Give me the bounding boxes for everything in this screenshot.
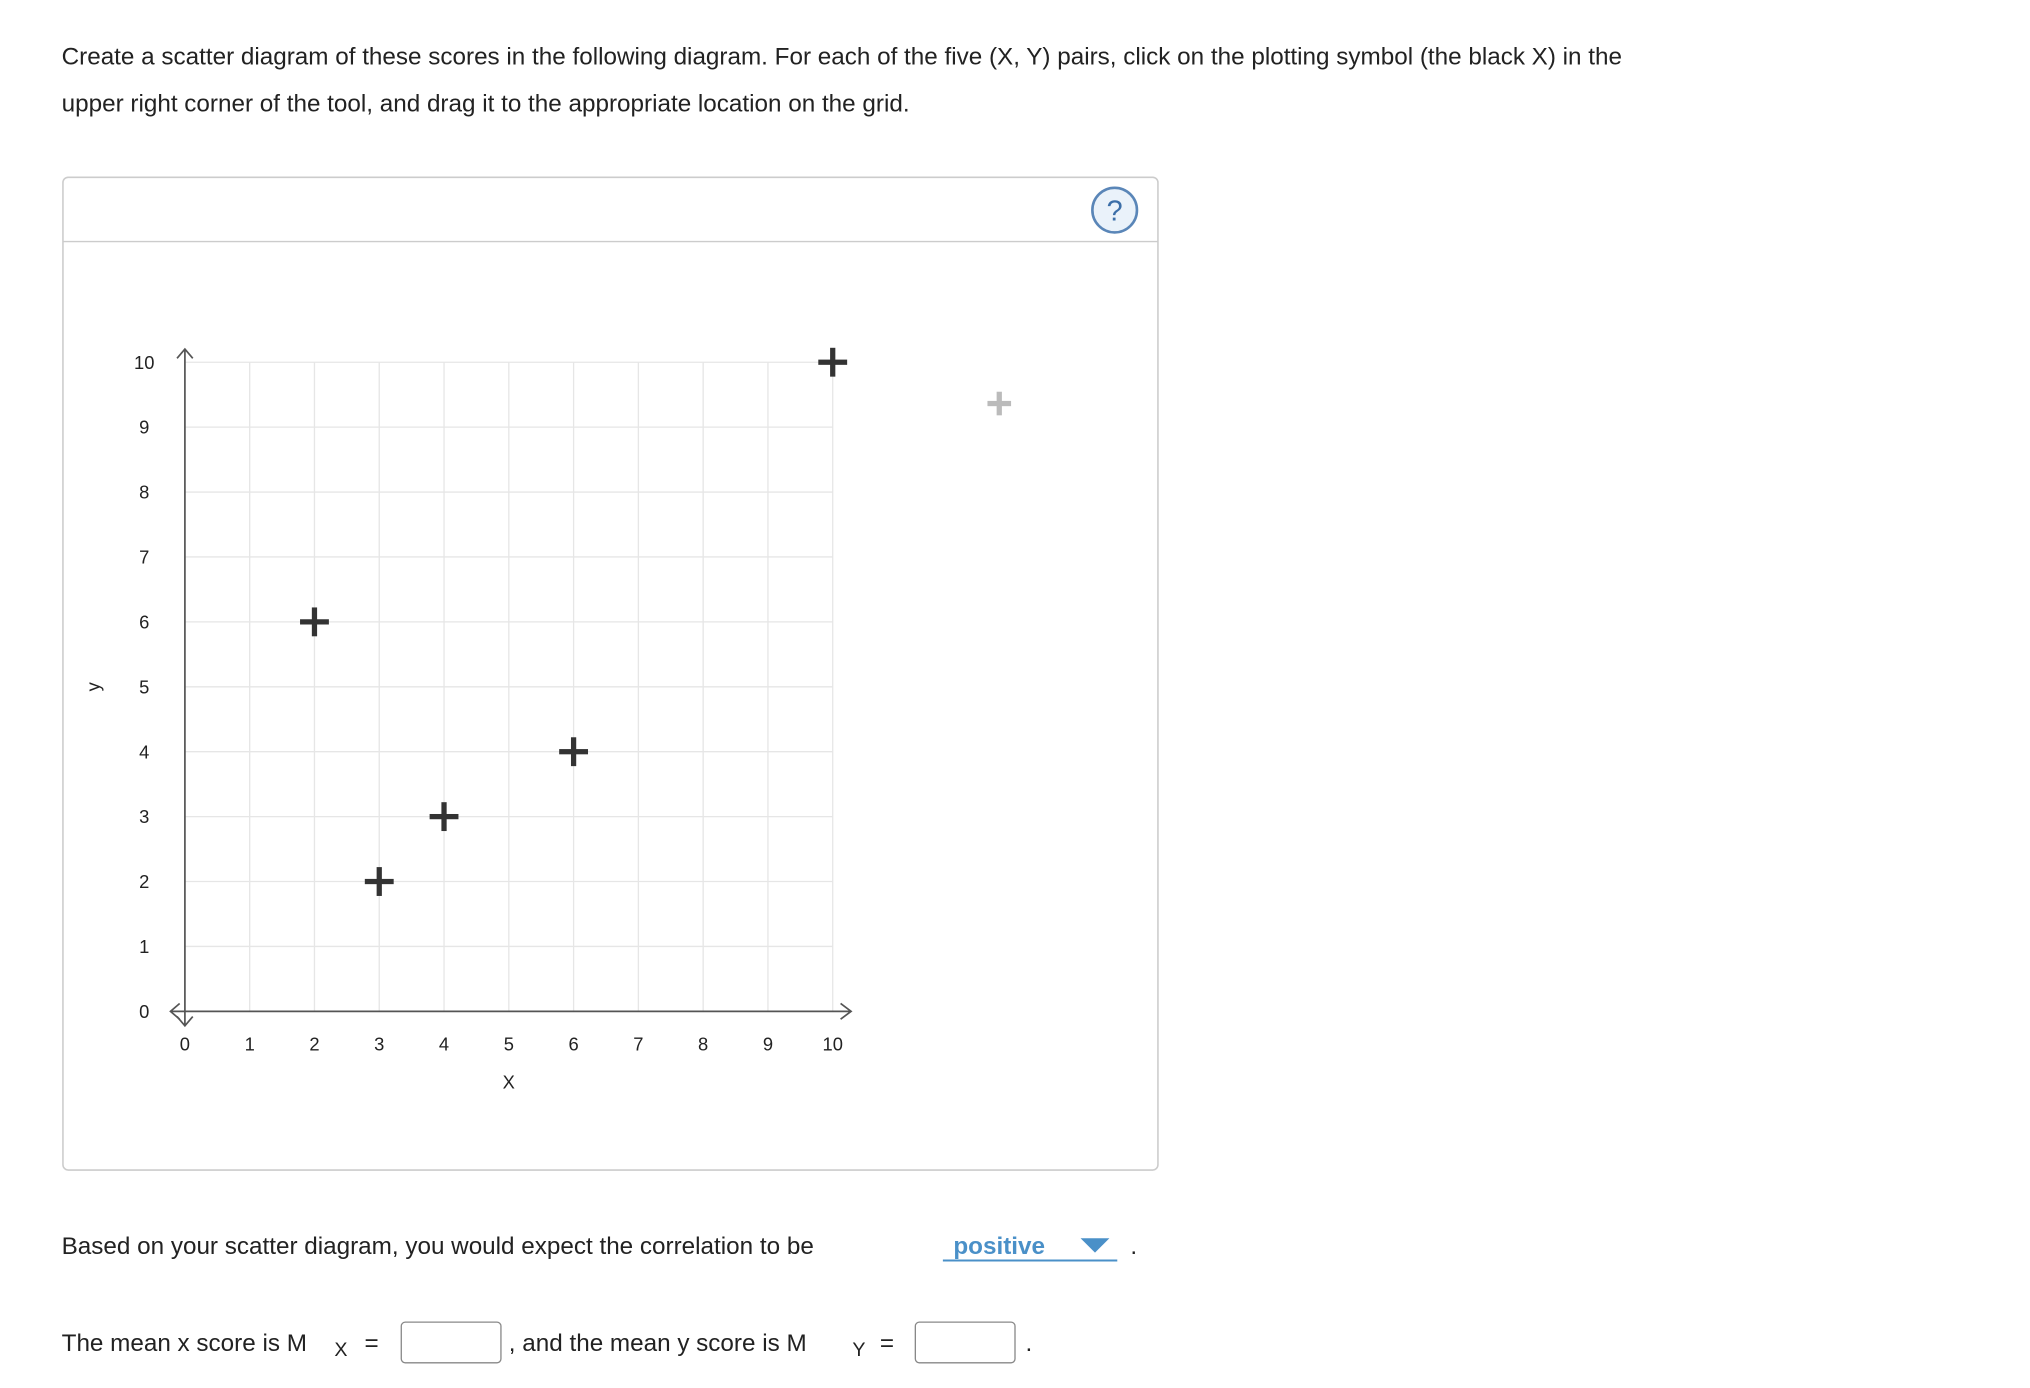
x-tick-label: 1 [245, 1034, 255, 1055]
x-tick-label: 0 [180, 1034, 190, 1055]
y-tick-label: 0 [139, 1001, 149, 1022]
subscript: X [334, 1339, 347, 1361]
mean-text: The mean x score is M [62, 1330, 307, 1357]
dropdown[interactable]: positive [953, 1233, 1045, 1260]
plotted-point[interactable] [818, 347, 848, 377]
plot-symbol-source[interactable] [987, 391, 1012, 416]
equals: = [365, 1330, 379, 1357]
plotted-point[interactable] [364, 867, 394, 896]
x-tick-label: 7 [633, 1034, 643, 1055]
x-axis [169, 1002, 853, 1020]
x-tick-label: 10 [823, 1034, 843, 1055]
plotted-point[interactable] [559, 737, 589, 767]
x-tick-label: 5 [504, 1034, 514, 1055]
subscript: Y [852, 1339, 865, 1361]
mean-text: , and the mean y score is M [509, 1330, 807, 1357]
x-tick-label: 2 [309, 1034, 319, 1055]
y-tick-label: 9 [139, 417, 149, 438]
plus-v [570, 737, 577, 767]
x-axis-label: X [503, 1072, 515, 1093]
plotted-point[interactable] [429, 802, 459, 832]
x-tick-label: 8 [698, 1034, 708, 1055]
x-tick-label: 9 [763, 1034, 773, 1055]
plus-v [311, 607, 318, 637]
instruction: upper right corner of the tool, and drag… [62, 91, 910, 118]
y-tick-label: 5 [139, 676, 149, 697]
x-tick-label: 4 [439, 1034, 449, 1055]
question-text: Based on your scatter diagram, you would… [62, 1233, 814, 1260]
plus-v [441, 802, 447, 832]
instruction: Create a scatter diagram of these scores… [62, 44, 1622, 71]
y-axis [176, 347, 194, 1028]
mean-y-input[interactable] [914, 1321, 1016, 1364]
graph-tool [62, 176, 1159, 1171]
period: . [1025, 1330, 1032, 1357]
help-button[interactable] [1091, 186, 1139, 234]
equals: = [880, 1330, 894, 1357]
x-tick-label: 6 [568, 1034, 578, 1055]
y-tick-label: 10 [134, 352, 154, 373]
y-tick-label: 2 [139, 871, 149, 892]
x-tick-label: 3 [374, 1034, 384, 1055]
y-tick-label: 3 [139, 806, 149, 827]
help-icon[interactable]: ? [1107, 196, 1123, 228]
plus-v [830, 347, 836, 377]
y-tick-label: 8 [139, 482, 149, 503]
y-tick-label: 1 [139, 936, 149, 957]
plus-v [376, 867, 382, 896]
dropdown-arrow[interactable] [1080, 1238, 1110, 1253]
period: . [1130, 1233, 1137, 1260]
plotted-point[interactable] [300, 607, 329, 637]
mean-x-input[interactable] [400, 1321, 502, 1364]
y-tick-label: 6 [139, 611, 149, 632]
y-tick-label: 7 [139, 547, 149, 568]
y-tick-label: 4 [139, 741, 149, 762]
y-axis-label: y [83, 681, 104, 691]
